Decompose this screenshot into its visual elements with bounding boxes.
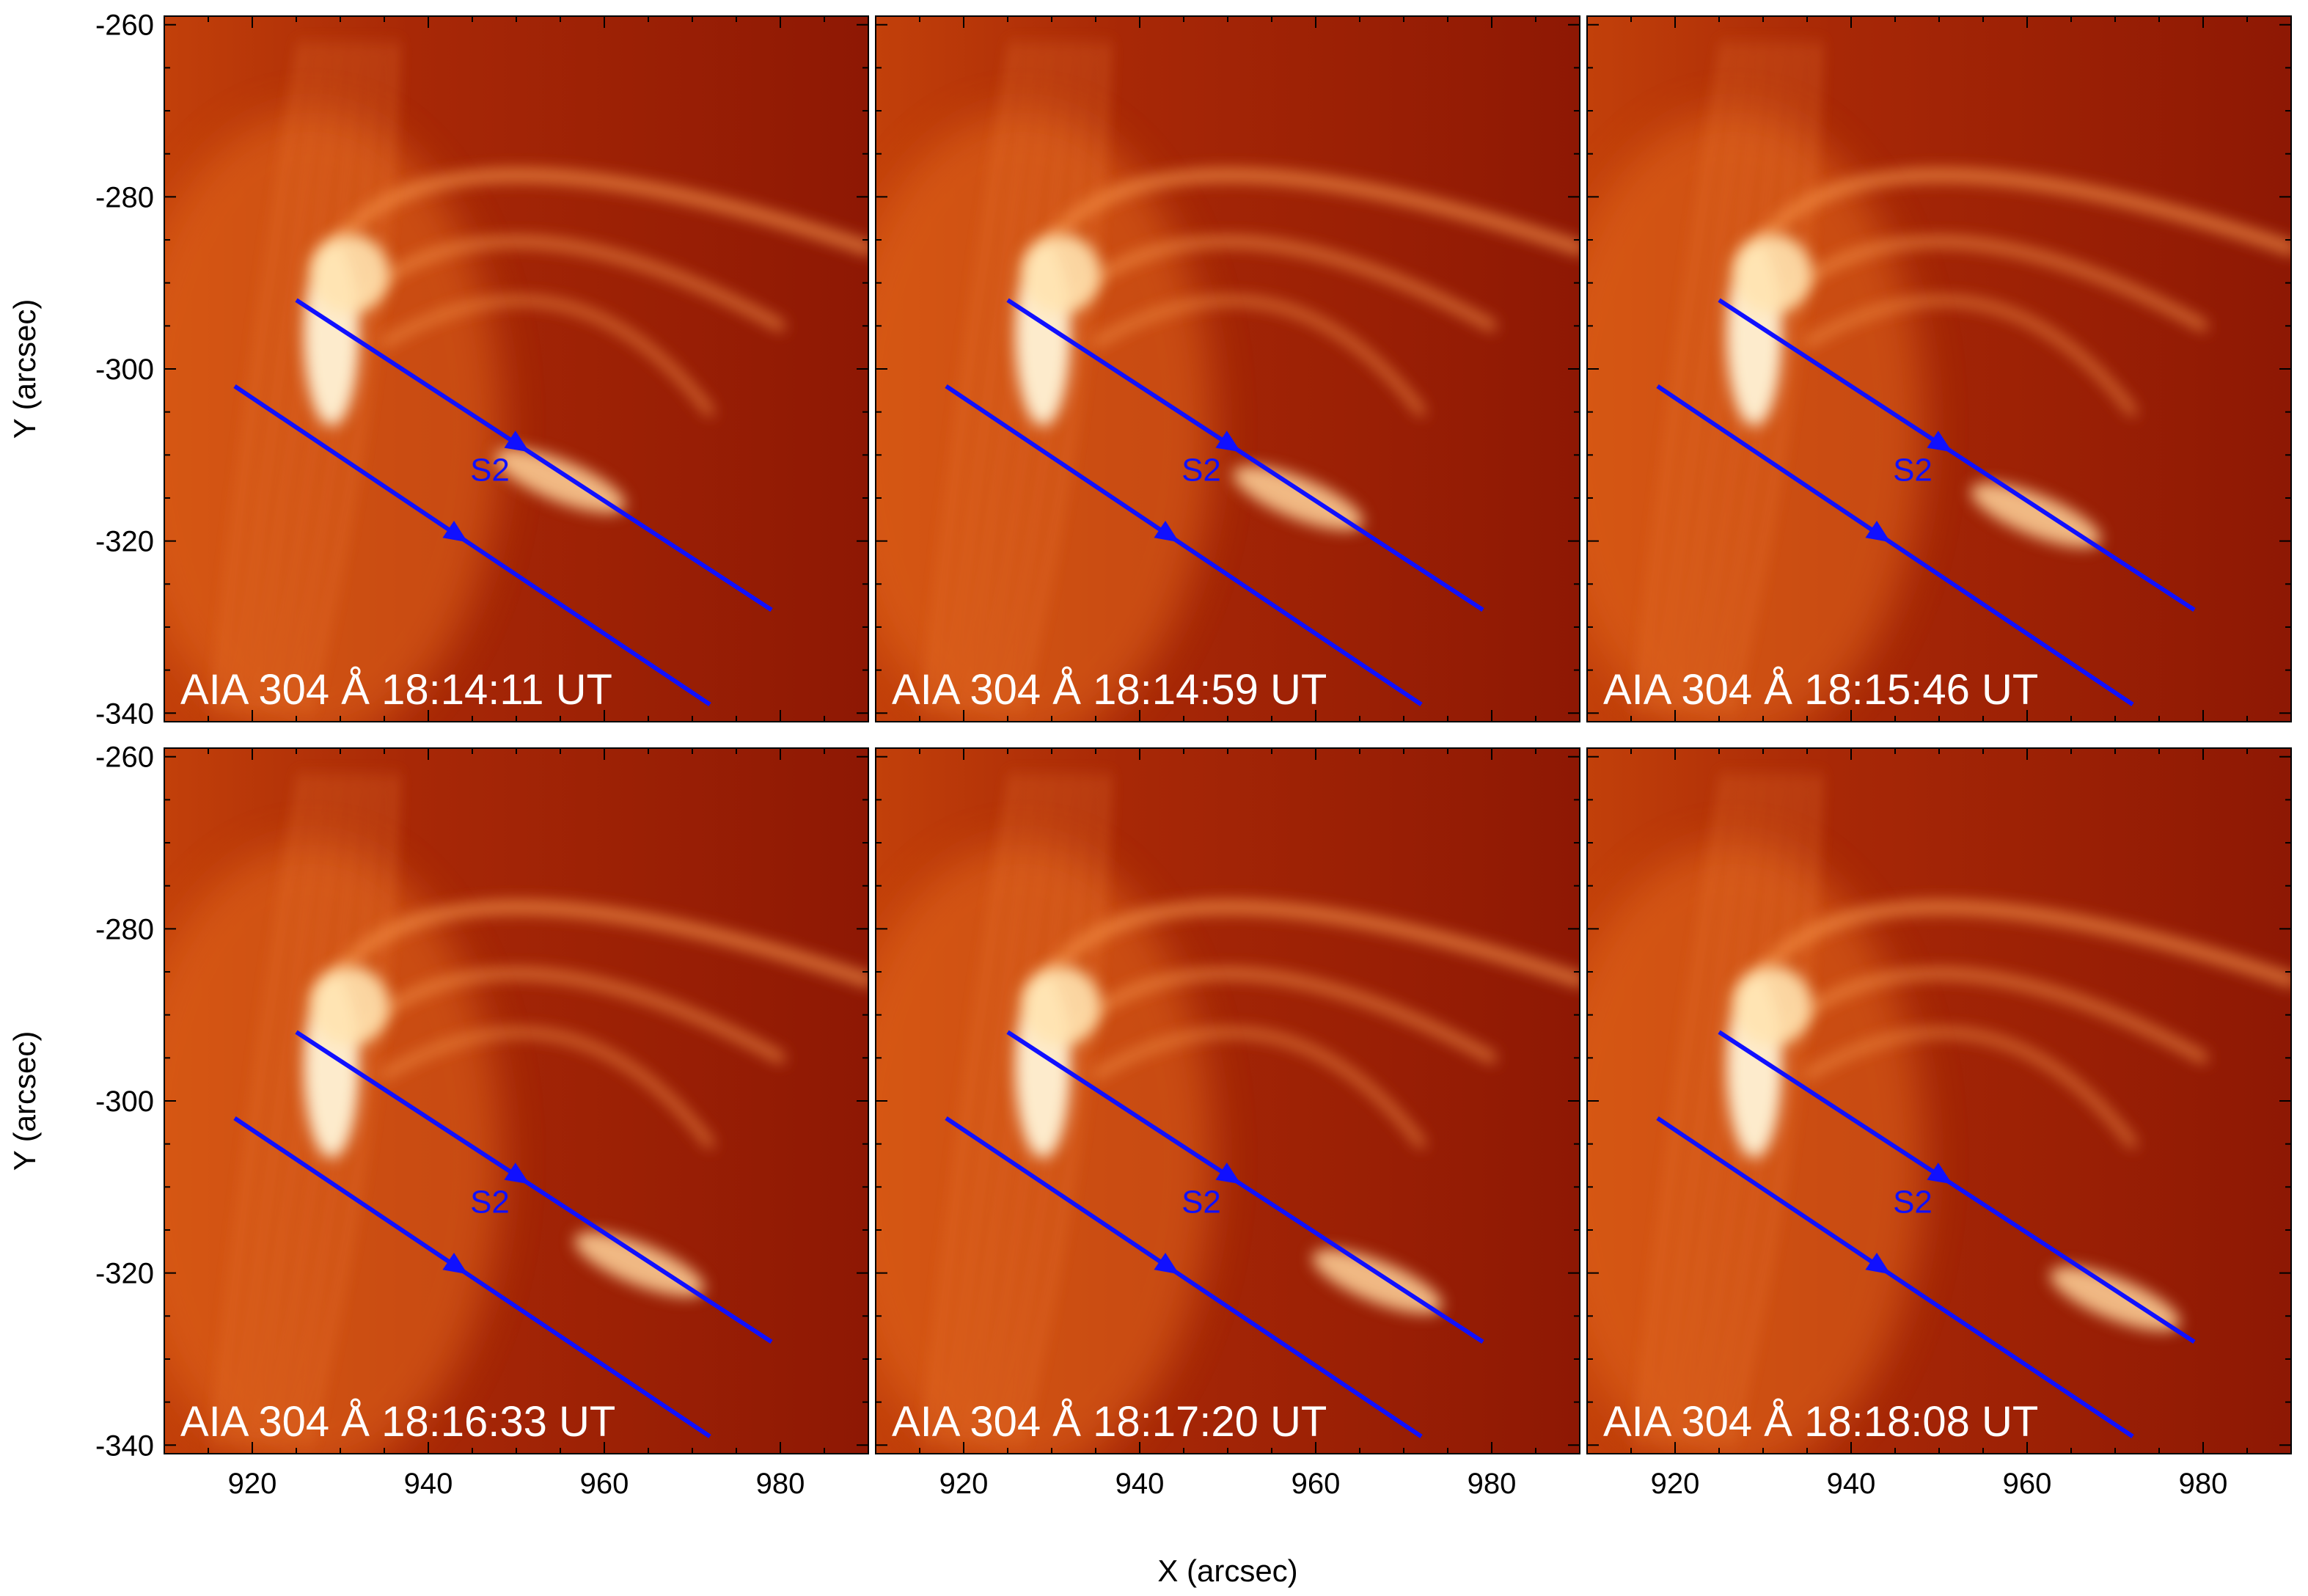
slit-line	[1656, 1116, 2134, 1439]
ticks	[875, 16, 1580, 722]
slit-arrow	[442, 1252, 468, 1275]
panel-2: S2 AIA 304 Å 18:14:59 UT	[875, 15, 1580, 722]
slit-arrow	[1215, 1163, 1241, 1185]
slit-label: S2	[1182, 1185, 1221, 1220]
slit-label: S2	[1182, 453, 1221, 488]
solar-image	[876, 748, 1580, 1454]
slit-lines	[233, 1030, 773, 1439]
panel-1: S2 AIA 304 Å 18:14:11 UT -260 -280 -300 -320 -…	[95, 10, 869, 730]
x-tick-label: 980	[756, 1468, 805, 1500]
slit-arrow	[504, 431, 530, 453]
x-tick-label: 940	[1827, 1468, 1876, 1500]
y-tick-label: -260	[95, 742, 154, 774]
y-tick-label: -280	[95, 913, 154, 945]
y-axis-title: Y (arcsec)	[7, 1031, 42, 1171]
solar-image	[876, 16, 1580, 722]
panel-4: S2 AIA 304 Å 18:16:33 UT -260 -280 -300 -320 -…	[95, 742, 869, 1500]
slit-label: S2	[470, 1185, 510, 1220]
slit-label: S2	[1893, 453, 1933, 488]
slit-line	[945, 1116, 1423, 1439]
ticks	[1586, 16, 2292, 722]
x-tick-label: 940	[404, 1468, 453, 1500]
x-axis-title: X (arcsec)	[1157, 1553, 1297, 1588]
slit-arrow	[1865, 520, 1891, 543]
panel-label: AIA 304 Å 18:16:33 UT	[180, 1398, 615, 1446]
panel-label: AIA 304 Å 18:17:20 UT	[892, 1398, 1327, 1446]
y-tick-label: -320	[95, 1258, 154, 1290]
solar-image	[164, 748, 868, 1454]
x-tick-label: 960	[1292, 1468, 1341, 1500]
slit-arrow	[1927, 1163, 1952, 1185]
solar-image	[164, 16, 868, 722]
slit-arrow	[1927, 431, 1952, 453]
ticks	[1586, 748, 2292, 1454]
slit-arrow	[1154, 520, 1179, 543]
panel-label: AIA 304 Å 18:18:08 UT	[1603, 1398, 2038, 1446]
y-tick-label: -320	[95, 526, 154, 558]
panel-label: AIA 304 Å 18:14:59 UT	[892, 666, 1327, 714]
panel-label: AIA 304 Å 18:15:46 UT	[1603, 666, 2038, 714]
slit-line	[295, 1030, 773, 1344]
slit-arrow	[1154, 1252, 1179, 1275]
ticks	[164, 748, 869, 1454]
slit-line	[945, 384, 1423, 707]
slit-lines	[1656, 298, 2196, 707]
y-tick-label: -340	[95, 1430, 154, 1462]
slit-line	[295, 298, 773, 612]
panel-3: S2 AIA 304 Å 18:15:46 UT	[1586, 15, 2292, 722]
slit-lines	[945, 1030, 1484, 1439]
slit-line	[1656, 384, 2134, 707]
solar-image	[1587, 748, 2291, 1454]
y-tick-label: -340	[95, 698, 154, 730]
slit-label: S2	[1893, 1185, 1933, 1220]
slit-arrow	[1215, 431, 1241, 453]
x-tick-label: 980	[2179, 1468, 2228, 1500]
y-axis-title: Y (arcsec)	[7, 299, 42, 439]
y-tick-label: -300	[95, 1086, 154, 1118]
slit-arrow	[442, 520, 468, 543]
y-tick-label: -260	[95, 10, 154, 42]
panel-6: S2 AIA 304 Å 18:18:08 UT 920 940 960 980	[1586, 747, 2292, 1500]
x-tick-label: 920	[228, 1468, 277, 1500]
x-tick-label: 980	[1468, 1468, 1517, 1500]
slit-lines	[233, 298, 773, 707]
slit-arrow	[1865, 1252, 1891, 1275]
slit-label: S2	[470, 453, 510, 488]
x-tick-label: 920	[939, 1468, 989, 1500]
ticks	[164, 16, 869, 722]
slit-lines	[945, 298, 1484, 707]
slit-arrow	[504, 1163, 530, 1185]
slit-line	[1006, 1030, 1484, 1344]
panel-5: S2 AIA 304 Å 18:17:20 UT 920 940 960 980	[875, 747, 1580, 1500]
slit-line	[1718, 1030, 2196, 1344]
panel-label: AIA 304 Å 18:14:11 UT	[180, 666, 612, 714]
y-tick-label: -280	[95, 181, 154, 213]
slit-line	[1006, 298, 1484, 612]
slit-line	[233, 384, 711, 707]
slit-lines	[1656, 1030, 2196, 1439]
x-tick-label: 920	[1651, 1468, 1700, 1500]
slit-line	[233, 1116, 711, 1439]
ticks	[875, 748, 1580, 1454]
y-tick-label: -300	[95, 354, 154, 386]
solar-image	[1587, 16, 2291, 722]
slit-line	[1718, 298, 2196, 612]
x-tick-label: 960	[580, 1468, 629, 1500]
x-tick-label: 940	[1115, 1468, 1165, 1500]
x-tick-label: 960	[2003, 1468, 2052, 1500]
